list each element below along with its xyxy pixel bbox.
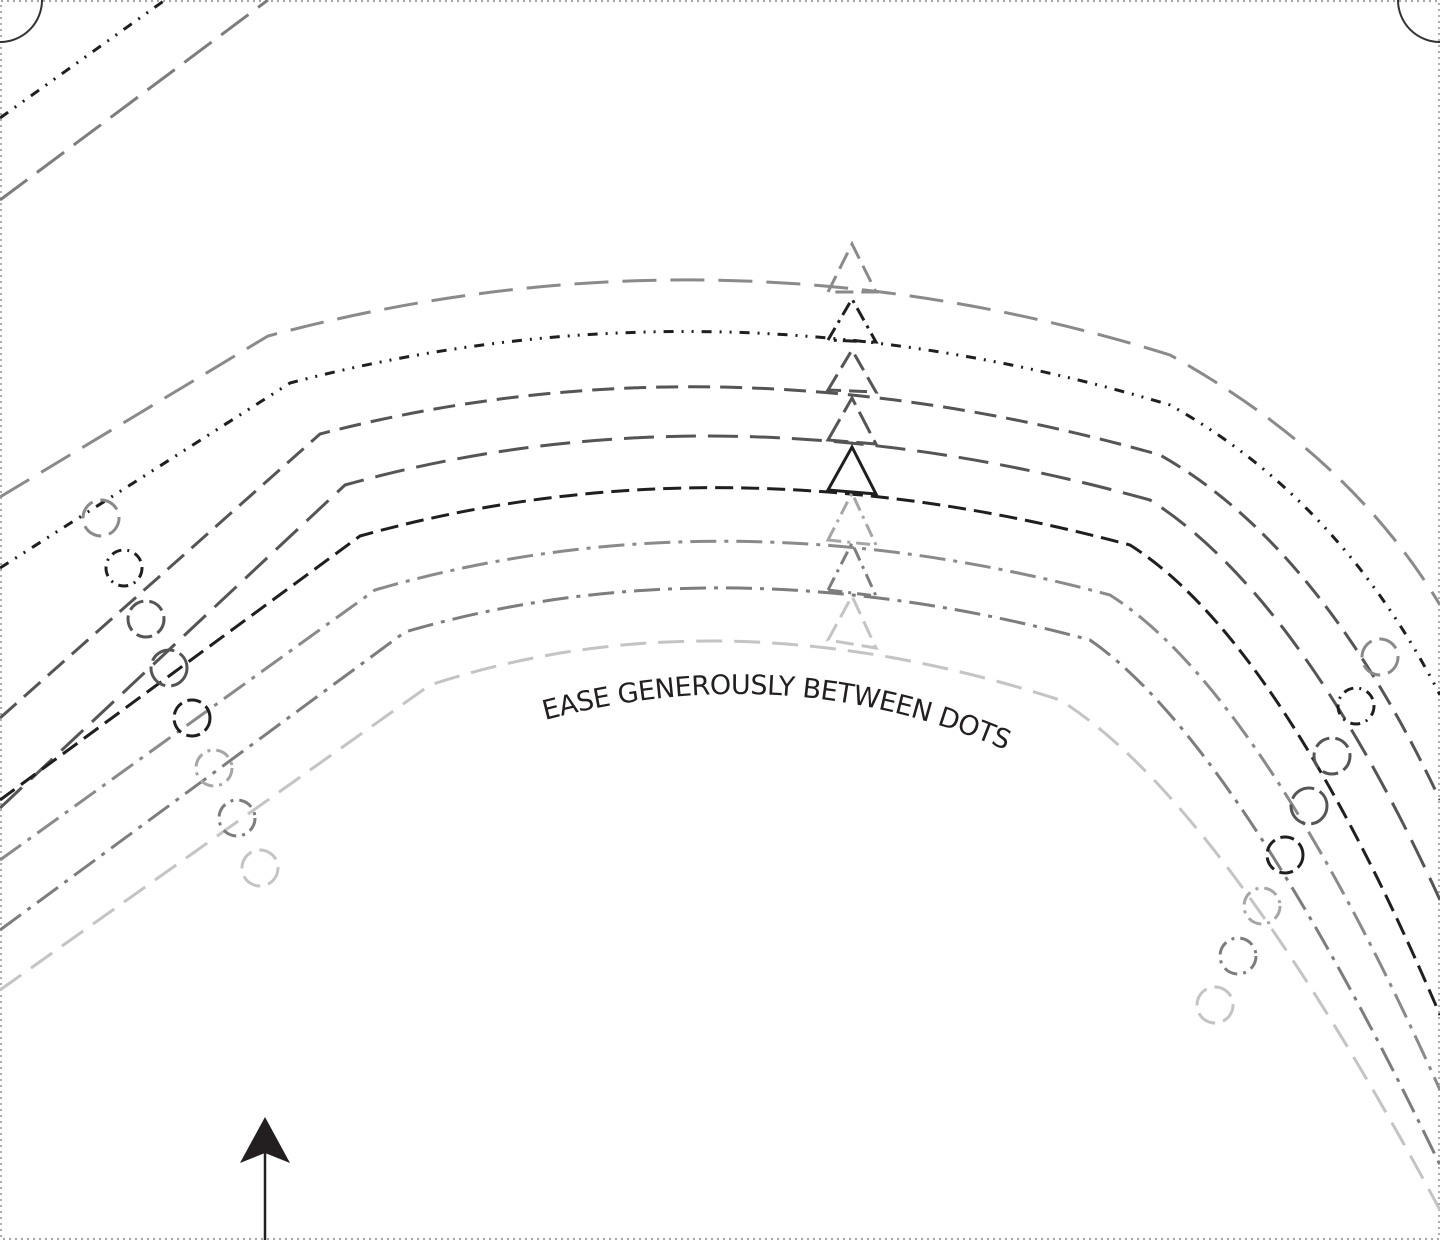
notch-triangle-4 <box>825 394 879 446</box>
ease-dot <box>1360 637 1400 677</box>
notch-triangle-3 <box>825 347 879 394</box>
diagonal-line-dashdot <box>0 0 166 120</box>
size-line-1 <box>0 278 1440 606</box>
size-line-7 <box>0 586 1440 1166</box>
size-line-8 <box>0 639 1440 1211</box>
ease-dot <box>194 748 234 788</box>
diagonal-line-long-dash <box>0 0 269 202</box>
ease-dot <box>217 798 257 838</box>
ease-dots-left <box>81 498 280 888</box>
notch-triangle-6 <box>825 489 879 547</box>
size-line-3 <box>0 385 1440 801</box>
notch-triangle-2 <box>825 295 879 344</box>
size-line-4 <box>0 434 1440 901</box>
ease-dot <box>1195 985 1235 1025</box>
notch-triangles <box>825 240 879 650</box>
size-cutting-lines <box>0 278 1440 1211</box>
ease-instruction-text: EASE GENEROUSLY BETWEEN DOTS <box>539 670 1015 757</box>
ease-dot <box>1336 686 1376 726</box>
ease-instruction-label: EASE GENEROUSLY BETWEEN DOTS <box>539 670 1015 757</box>
ease-dot <box>240 848 280 888</box>
notch-triangle-7 <box>825 539 879 598</box>
size-line-6 <box>0 539 1440 1091</box>
ease-dot <box>1218 936 1258 976</box>
ease-dot <box>126 599 166 639</box>
notch-triangle-8 <box>825 592 879 650</box>
size-line-5 <box>0 486 1440 1016</box>
ease-dot <box>149 648 189 688</box>
ease-dot <box>104 548 144 588</box>
ease-dots-right <box>1195 637 1400 1025</box>
grainline-arrow-icon <box>240 1117 290 1240</box>
top-left-diagonal-lines <box>0 0 269 202</box>
registration-circle-top-left <box>0 0 43 43</box>
grainline-arrowhead <box>240 1117 290 1163</box>
notch-triangle-5 <box>825 443 879 496</box>
notch-triangle-1 <box>825 240 879 294</box>
ease-dot <box>1265 835 1305 875</box>
tile-registration-marks <box>0 0 1440 43</box>
ease-dot <box>81 498 121 538</box>
ease-dot <box>1289 786 1329 826</box>
registration-circle-top-right <box>1397 0 1440 43</box>
ease-dot <box>1312 736 1352 776</box>
ease-dot <box>1242 886 1282 926</box>
ease-dot <box>172 698 212 738</box>
